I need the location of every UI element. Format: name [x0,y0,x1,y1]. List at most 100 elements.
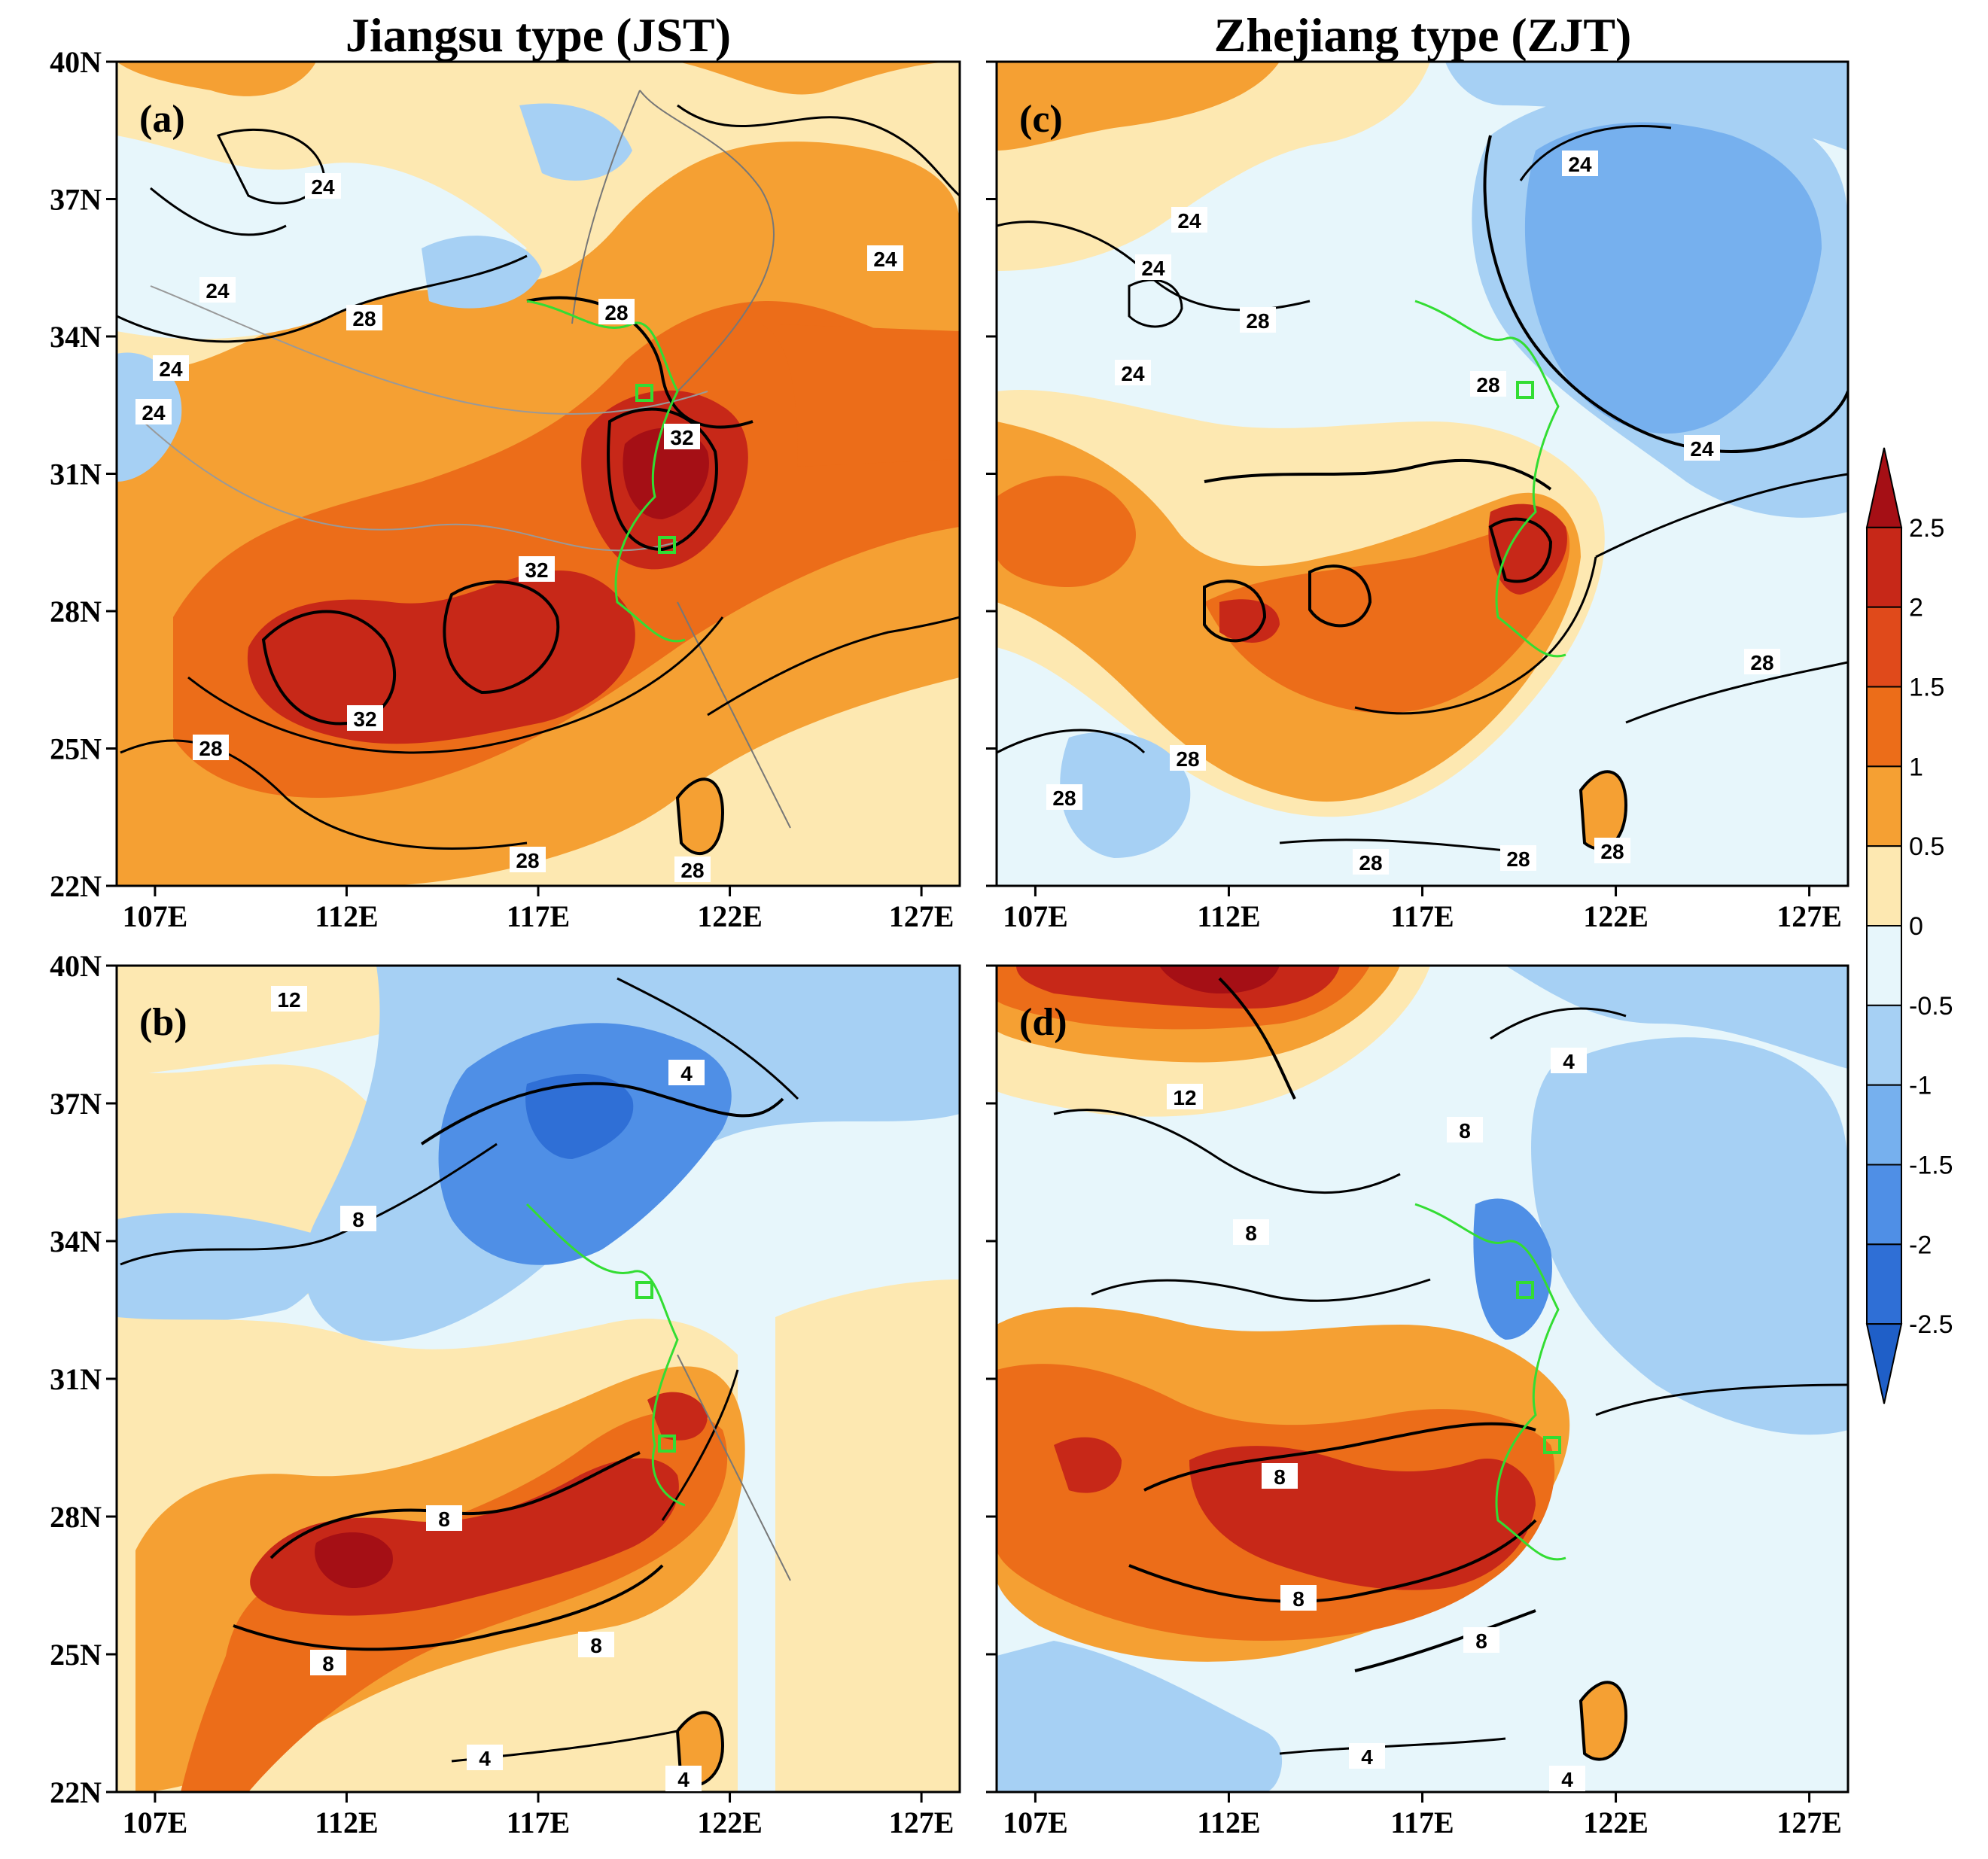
svg-text:32: 32 [353,707,376,731]
svg-text:24: 24 [1177,209,1201,233]
svg-text:24: 24 [1141,257,1165,280]
contour-label: 8 [1262,1463,1298,1489]
svg-text:32: 32 [525,558,548,582]
contour-label: 28 [1594,838,1630,863]
colorbar-label: -1 [1909,1072,1932,1100]
lat-tick-label: 34N [50,320,102,354]
svg-text:8: 8 [352,1208,364,1231]
colorbar-labels: 2.5 2 1.5 1 0.5 0 -0.5 -1 -1.5 -2 -2.5 [1909,514,1953,1339]
colorbar-top-triangle [1865,447,1903,528]
colorbar-segment [1866,765,1902,847]
svg-text:28: 28 [1750,651,1773,674]
svg-text:24: 24 [1121,362,1145,385]
svg-text:8: 8 [1459,1119,1471,1142]
colorbar-label: -2 [1909,1231,1932,1259]
contour-label: 4 [1551,1048,1587,1073]
svg-text:28: 28 [1600,840,1624,863]
svg-text:4: 4 [1361,1745,1373,1769]
svg-text:24: 24 [142,401,166,424]
contour-label: 4 [467,1745,503,1770]
lon-tick-label: 107E [1003,899,1068,933]
lat-tick-label: 40N [50,45,102,79]
contour-label: 32 [519,556,555,582]
colorbar-label: 2 [1909,594,1923,622]
lon-tick-label: 117E [507,1806,570,1839]
contour-label: 28 [598,299,635,324]
contour-label: 8 [1233,1219,1269,1245]
panel-a: (a) 24 24 24 24 24 28 28 32 32 32 28 28 … [115,60,961,887]
colorbar-bottom-triangle [1865,1323,1903,1404]
panel-b-contour-labels: 12 4 8 8 8 8 4 4 [271,986,705,1791]
svg-text:4: 4 [1563,1050,1575,1073]
contour-label: 24 [1562,151,1598,176]
svg-text:8: 8 [322,1652,334,1675]
contour-label: 12 [271,986,307,1012]
contour-label: 12 [1167,1084,1203,1109]
svg-text:24: 24 [873,248,897,271]
lat-tick-label: 28N [50,1500,102,1534]
contour-label: 24 [153,355,189,381]
colorbar-label: 0 [1909,912,1923,941]
contour-label: 28 [674,856,711,882]
contour-label: 24 [199,277,236,303]
panel-b-label: (b) [139,1001,187,1044]
panel-c-contour-labels: 24 24 24 24 28 28 24 28 28 28 28 28 28 [1046,151,1780,875]
colorbar-label: 2.5 [1909,514,1944,543]
contour-label: 4 [665,1766,702,1791]
lon-tick-label: 112E [1197,1806,1260,1839]
panel-a-label: (a) [139,98,185,141]
lat-tick-label: 40N [50,949,102,983]
colorbar-segments [1865,447,1903,1404]
lon-tick-label: 107E [1003,1806,1068,1839]
panel-d-field [997,966,1848,1792]
contour-label: 24 [867,245,903,271]
panel-b: (b) 12 4 8 8 8 8 4 4 [115,964,961,1794]
colorbar-segment [1866,1243,1902,1325]
contour-label: 28 [1240,307,1276,333]
lat-tick-label: 37N [50,183,102,217]
svg-text:24: 24 [159,358,183,381]
colorbar-segment [1866,686,1902,768]
colorbar-label: -1.5 [1909,1152,1953,1180]
lon-tick-label: 117E [507,899,570,933]
contour-label: 4 [1349,1743,1385,1769]
lon-tick-label: 127E [889,1806,954,1839]
contour-label: 24 [135,399,172,424]
contour-label: 8 [578,1632,614,1657]
panel-b-field [117,966,960,1792]
lat-tick-label: 25N [50,732,102,766]
contour-label: 24 [305,173,341,199]
svg-text:32: 32 [670,426,693,449]
contour-label: 24 [1171,207,1207,233]
lat-tick-label: 34N [50,1225,102,1258]
svg-text:28: 28 [604,301,628,324]
colorbar-label: -0.5 [1909,992,1953,1021]
lon-tick-label: 112E [315,899,378,933]
colorbar-segment [1866,845,1902,926]
colorbar-label: -2.5 [1909,1310,1953,1339]
lat-tick-label: 31N [50,1362,102,1396]
panel-a-contour-labels: 24 24 24 24 24 28 28 32 32 32 28 28 28 [135,173,903,882]
contour-label: 24 [1135,254,1171,280]
contour-label: 8 [1463,1627,1499,1653]
lat-tick-label: 22N [50,1775,102,1809]
lon-tick-label: 117E [1390,899,1454,933]
colorbar-segment [1866,1004,1902,1086]
svg-text:24: 24 [1568,153,1592,176]
contour-label: 28 [1744,649,1780,674]
colorbar-segment [1866,1084,1902,1166]
contour-label: 32 [347,705,383,731]
contour-label: 32 [664,424,700,449]
lon-tick-label: 127E [1776,899,1842,933]
panel-d-label: (d) [1019,1001,1067,1044]
contour-label: 28 [193,735,229,760]
svg-text:28: 28 [1052,786,1076,810]
lat-tick-label: 25N [50,1638,102,1672]
colorbar-label: 1 [1909,753,1923,781]
svg-text:8: 8 [1274,1465,1286,1489]
lon-tick-label: 122E [697,1806,763,1839]
lon-tick-label: 122E [697,899,763,933]
panel-d-contour-labels: 4 12 8 8 8 8 8 4 4 [1167,1048,1587,1791]
panel-c-label: (c) [1019,98,1063,141]
